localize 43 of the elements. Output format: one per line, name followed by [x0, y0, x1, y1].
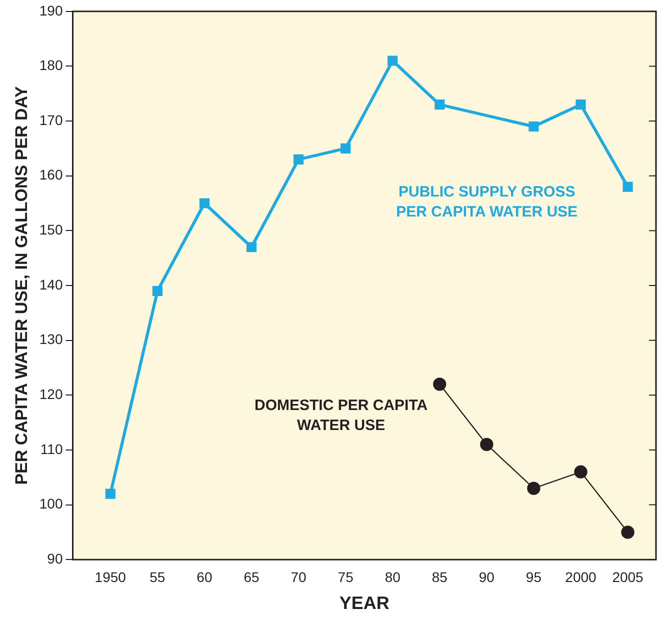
x-tick-label: 95: [526, 568, 542, 585]
x-tick-label: 55: [150, 568, 166, 585]
x-tick-label: 75: [338, 568, 354, 585]
x-tick-label: 2000: [565, 568, 597, 585]
y-tick-label: 90: [47, 550, 63, 566]
y-tick-label: 110: [40, 440, 63, 457]
y-tick-label: 180: [39, 57, 63, 74]
y-tick-label: 190: [39, 2, 63, 18]
series-label: DOMESTIC PER CAPITA WATER USE: [254, 397, 428, 434]
y-tick-label: 170: [39, 112, 63, 128]
y-tick-label: 100: [39, 496, 63, 512]
x-tick-label: 65: [244, 568, 260, 585]
point: [246, 242, 257, 252]
point: [340, 143, 351, 154]
point: [528, 121, 539, 132]
y-tick-label: 130: [39, 331, 63, 348]
x-tick-label: 70: [290, 568, 307, 585]
point: [480, 438, 494, 452]
point: [293, 154, 304, 164]
point: [527, 482, 540, 495]
point: [576, 100, 586, 110]
point: [199, 198, 210, 208]
point: [105, 488, 116, 499]
text: PUBLIC SUPPLY GROSS PER CAPITA WATER USE: [396, 183, 578, 220]
y-tick-label: 120: [39, 386, 63, 402]
x-axis-title: YEAR: [339, 593, 390, 614]
x-tick-label: 90: [478, 568, 495, 585]
x-tick-label: 85: [432, 568, 448, 585]
y-tick-label: 160: [39, 166, 63, 183]
y-tick-label: 140: [39, 276, 63, 292]
x-tick-label: 60: [196, 568, 212, 585]
point: [622, 182, 633, 192]
point: [621, 526, 634, 539]
y-axis-title: PER CAPITA WATER USE, IN GALLONS PER DAY: [12, 86, 31, 485]
point: [434, 100, 445, 110]
x-tick-label: 1950: [94, 568, 126, 585]
x-tick-label: 2005: [612, 568, 644, 585]
point: [152, 286, 162, 296]
point: [388, 56, 398, 66]
x-tick-label: 80: [384, 568, 401, 585]
y-tick-label: 150: [39, 222, 63, 238]
point: [574, 465, 588, 478]
point: [433, 378, 446, 391]
